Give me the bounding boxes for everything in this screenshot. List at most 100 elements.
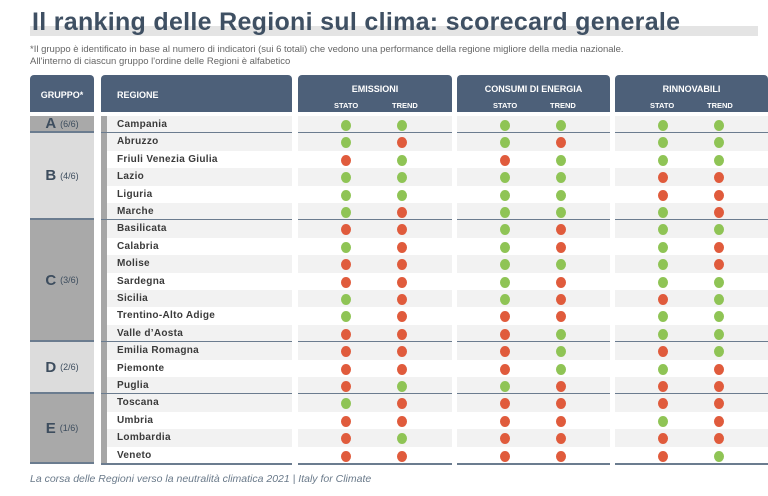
cell-bg bbox=[107, 203, 292, 221]
table-row: Toscana bbox=[0, 394, 768, 412]
renewables-trend-bad-dot bbox=[714, 259, 724, 271]
emissions-trend-bad-dot bbox=[397, 363, 407, 375]
emissions-stato-good-dot bbox=[341, 137, 351, 149]
cell-bg bbox=[457, 220, 610, 238]
cell-bg bbox=[615, 394, 768, 412]
emissions-trend-bad-dot bbox=[397, 207, 407, 218]
group-separator bbox=[457, 463, 610, 465]
emissions-stato-bad-dot bbox=[341, 328, 351, 340]
group-bar bbox=[101, 220, 107, 343]
energy-trend-good-dot bbox=[556, 172, 566, 184]
renewables-stato-bad-dot bbox=[658, 381, 668, 392]
energy-stato-good-dot bbox=[500, 207, 510, 218]
cell-bg bbox=[615, 342, 768, 360]
header-energy: CONSUMI DI ENERGIA STATO TREND bbox=[457, 75, 610, 112]
header-emissions: EMISSIONI STATO TREND bbox=[298, 75, 452, 112]
emissions-trend-good-dot bbox=[397, 172, 407, 184]
region-name: Veneto bbox=[117, 449, 152, 461]
cell-bg bbox=[298, 290, 452, 308]
renewables-stato-good-dot bbox=[658, 137, 668, 149]
cell-bg bbox=[298, 429, 452, 447]
cell-bg bbox=[457, 203, 610, 221]
table-row: Marche bbox=[0, 203, 768, 221]
emissions-stato-good-dot bbox=[341, 294, 351, 305]
group-score: (6/6) bbox=[60, 118, 79, 129]
renewables-stato-bad-dot bbox=[658, 294, 668, 305]
renewables-trend-bad-dot bbox=[714, 433, 724, 445]
region-name: Valle d’Aosta bbox=[117, 327, 184, 339]
cell-bg bbox=[298, 377, 452, 395]
energy-trend-good-dot bbox=[556, 363, 566, 375]
renewables-trend-bad-dot bbox=[714, 415, 724, 427]
energy-trend-good-dot bbox=[556, 120, 566, 131]
renewables-trend-bad-dot bbox=[714, 172, 724, 184]
region-name: Lazio bbox=[117, 171, 145, 183]
group-bar bbox=[101, 133, 107, 221]
table-row: Liguria bbox=[0, 186, 768, 203]
cell-bg bbox=[107, 342, 292, 360]
emissions-trend-good-dot bbox=[397, 189, 407, 201]
header-group-label: GRUPPO* bbox=[40, 90, 84, 100]
renewables-stato-good-dot bbox=[658, 415, 668, 427]
group-bar bbox=[101, 394, 107, 464]
sub-trend: TREND bbox=[550, 101, 576, 110]
energy-stato-bad-dot bbox=[500, 154, 510, 166]
emissions-trend-good-dot bbox=[397, 433, 407, 445]
cell-bg bbox=[457, 360, 610, 377]
table-row: Sardegna bbox=[0, 273, 768, 290]
cell-bg bbox=[107, 377, 292, 395]
group-letter: D bbox=[45, 358, 57, 376]
cell-bg bbox=[615, 412, 768, 429]
cell-bg bbox=[457, 447, 610, 464]
energy-stato-good-dot bbox=[500, 224, 510, 236]
group-separator bbox=[615, 463, 768, 465]
sub-stato: STATO bbox=[650, 101, 675, 110]
cell-bg bbox=[457, 273, 610, 290]
energy-trend-good-dot bbox=[556, 207, 566, 218]
renewables-trend-good-dot bbox=[714, 346, 724, 358]
group-C: C (3/6) bbox=[30, 220, 94, 343]
cell-bg bbox=[457, 377, 610, 395]
region-name: Friuli Venezia Giulia bbox=[117, 153, 218, 165]
energy-stato-good-dot bbox=[500, 172, 510, 184]
table-row: Friuli Venezia Giulia bbox=[0, 151, 768, 168]
renewables-stato-good-dot bbox=[658, 241, 668, 253]
cell-bg bbox=[615, 290, 768, 308]
energy-stato-bad-dot bbox=[500, 363, 510, 375]
cell-bg bbox=[107, 116, 292, 134]
cell-bg bbox=[298, 203, 452, 221]
table-row: Abruzzo bbox=[0, 133, 768, 151]
emissions-trend-bad-dot bbox=[397, 241, 407, 253]
group-bar bbox=[101, 116, 107, 134]
cell-bg bbox=[615, 360, 768, 377]
energy-trend-good-dot bbox=[556, 259, 566, 271]
cell-bg bbox=[615, 116, 768, 134]
renewables-stato-good-dot bbox=[658, 259, 668, 271]
renewables-trend-good-dot bbox=[714, 328, 724, 340]
region-name: Piemonte bbox=[117, 362, 165, 374]
energy-trend-bad-dot bbox=[556, 415, 566, 427]
table-row: Basilicata bbox=[0, 220, 768, 238]
energy-stato-good-dot bbox=[500, 120, 510, 131]
region-name: Sardegna bbox=[117, 275, 165, 287]
region-name: Sicilia bbox=[117, 293, 149, 304]
cell-bg bbox=[615, 255, 768, 273]
group-bar bbox=[101, 342, 107, 395]
energy-trend-good-dot bbox=[556, 346, 566, 358]
cell-bg bbox=[457, 255, 610, 273]
page-title: Il ranking delle Regioni sul clima: scor… bbox=[32, 8, 681, 36]
table-row: Calabria bbox=[0, 238, 768, 255]
region-name: Abruzzo bbox=[117, 136, 159, 148]
renewables-trend-good-dot bbox=[714, 450, 724, 462]
header-group: GRUPPO* bbox=[30, 75, 94, 112]
emissions-stato-bad-dot bbox=[341, 381, 351, 392]
energy-trend-bad-dot bbox=[556, 433, 566, 445]
emissions-stato-bad-dot bbox=[341, 450, 351, 462]
region-name: Toscana bbox=[117, 397, 159, 409]
emissions-trend-bad-dot bbox=[397, 328, 407, 340]
emissions-stato-bad-dot bbox=[341, 363, 351, 375]
table-row: Molise bbox=[0, 255, 768, 273]
emissions-trend-bad-dot bbox=[397, 398, 407, 410]
renewables-trend-good-dot bbox=[714, 311, 724, 323]
emissions-trend-bad-dot bbox=[397, 294, 407, 305]
